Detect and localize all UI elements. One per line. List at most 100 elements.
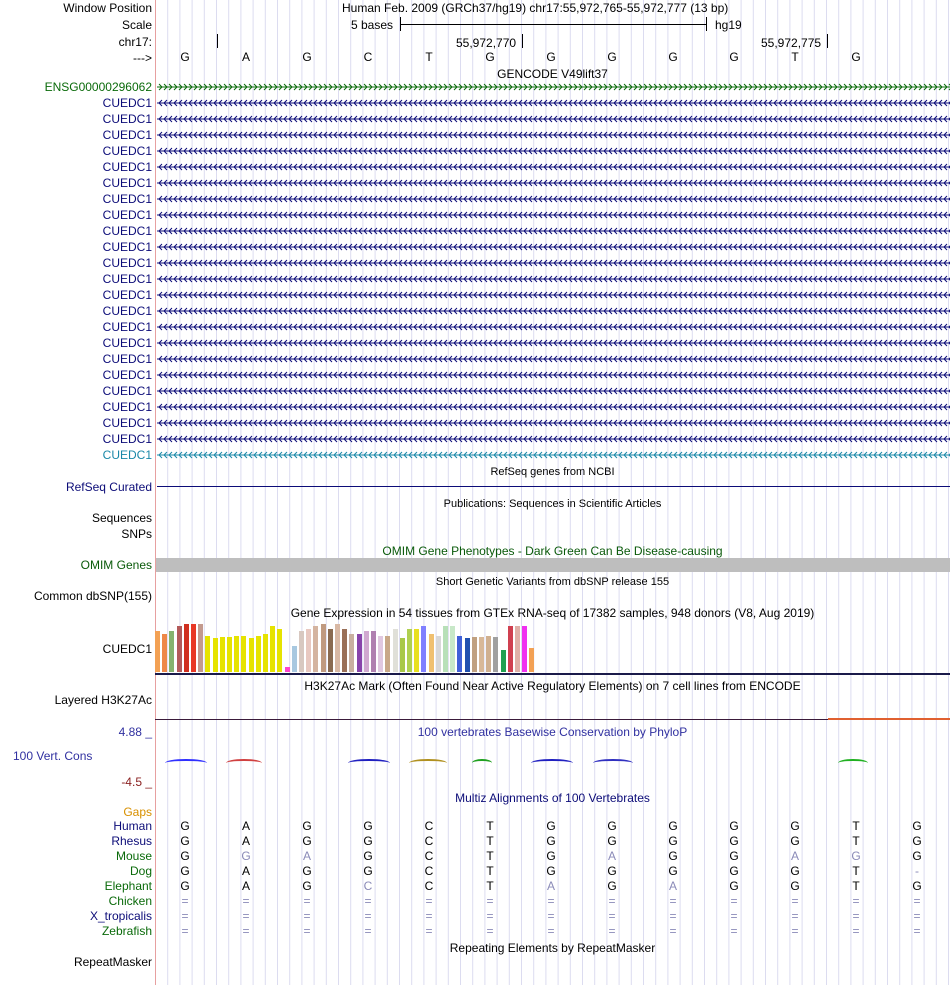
gencode-transcript-label[interactable]: CUEDC1: [102, 320, 152, 334]
gtex-tissue-bar[interactable]: [270, 626, 276, 672]
gtex-tissue-bar[interactable]: [464, 638, 470, 672]
gtex-tissue-bar[interactable]: [241, 636, 247, 672]
gtex-tissue-bar[interactable]: [428, 633, 434, 672]
sequences-label[interactable]: Sequences: [91, 511, 152, 525]
gtex-tissue-bar[interactable]: [219, 637, 225, 672]
species-label[interactable]: Chicken: [108, 894, 152, 908]
gtex-tissue-bar[interactable]: [306, 628, 312, 672]
gtex-tissue-bar[interactable]: [234, 636, 240, 672]
omim-feature-bar[interactable]: [156, 558, 950, 572]
gencode-transcript-label[interactable]: CUEDC1: [102, 288, 152, 302]
gtex-tissue-bar[interactable]: [529, 648, 535, 672]
gtex-tissue-bar[interactable]: [421, 626, 427, 672]
gencode-gene-label[interactable]: ENSG00000296062: [44, 80, 152, 94]
gencode-transcript-label[interactable]: CUEDC1: [102, 240, 152, 254]
gtex-tissue-bar[interactable]: [198, 624, 204, 672]
gtex-tissue-bar[interactable]: [155, 631, 160, 672]
gtex-tissue-bar[interactable]: [507, 626, 513, 672]
gencode-transcript-label[interactable]: CUEDC1: [102, 400, 152, 414]
gtex-tissue-bar[interactable]: [378, 636, 384, 672]
gtex-tissue-bar[interactable]: [356, 633, 362, 672]
snps-label[interactable]: SNPs: [121, 527, 152, 541]
gtex-bar-chart[interactable]: [155, 622, 555, 672]
gencode-transcript-label[interactable]: CUEDC1: [102, 176, 152, 190]
gtex-tissue-bar[interactable]: [450, 626, 456, 672]
gtex-tissue-bar[interactable]: [313, 626, 319, 672]
gencode-transcript-label[interactable]: CUEDC1: [102, 112, 152, 126]
gencode-transcript-label[interactable]: CUEDC1: [102, 144, 152, 158]
aligned-base: G: [180, 819, 190, 833]
gtex-tissue-bar[interactable]: [176, 626, 182, 672]
gtex-tissue-bar[interactable]: [335, 624, 340, 672]
repeatmasker-track-label[interactable]: RepeatMasker: [73, 955, 152, 969]
gencode-transcript-label[interactable]: CUEDC1: [102, 160, 152, 174]
gtex-tissue-bar[interactable]: [162, 633, 168, 672]
gtex-tissue-bar[interactable]: [227, 637, 232, 672]
gtex-tissue-bar[interactable]: [169, 631, 175, 672]
gtex-tissue-bar[interactable]: [407, 628, 412, 672]
species-label[interactable]: X_tropicalis: [89, 909, 152, 923]
scale-bar-text: 5 bases: [351, 18, 394, 32]
gencode-transcript-label[interactable]: CUEDC1: [102, 416, 152, 430]
gencode-transcript-label[interactable]: CUEDC1: [102, 304, 152, 318]
gencode-transcript-label[interactable]: CUEDC1: [102, 224, 152, 238]
gtex-tissue-bar[interactable]: [255, 636, 261, 672]
gtex-tissue-bar[interactable]: [515, 626, 520, 672]
conservation-track-label[interactable]: 100 Vert. Cons: [13, 749, 93, 763]
gtex-tissue-bar[interactable]: [493, 637, 499, 672]
gtex-tissue-bar[interactable]: [248, 638, 254, 672]
gtex-tissue-bar[interactable]: [205, 636, 211, 672]
gencode-transcript-label[interactable]: CUEDC1: [102, 352, 152, 366]
gtex-tissue-bar[interactable]: [457, 636, 463, 672]
gtex-tissue-bar[interactable]: [263, 633, 268, 672]
gencode-transcript-label[interactable]: CUEDC1: [102, 208, 152, 222]
gencode-transcript-label[interactable]: CUEDC1: [102, 384, 152, 398]
gtex-tissue-bar[interactable]: [284, 667, 290, 672]
gtex-tissue-bar[interactable]: [371, 631, 376, 672]
species-label[interactable]: Rhesus: [111, 834, 152, 848]
refseq-gene-line[interactable]: [157, 486, 950, 487]
gtex-tissue-bar[interactable]: [291, 645, 297, 672]
gencode-transcript-label[interactable]: CUEDC1: [102, 192, 152, 206]
dbsnp-track-label[interactable]: Common dbSNP(155): [33, 589, 152, 603]
h3k27ac-track-label[interactable]: Layered H3K27Ac: [54, 693, 152, 707]
refseq-track-label[interactable]: RefSeq Curated: [65, 480, 152, 494]
gtex-tissue-bar[interactable]: [385, 636, 391, 672]
species-label[interactable]: Zebrafish: [101, 924, 152, 938]
gencode-transcript-label[interactable]: CUEDC1: [102, 368, 152, 382]
gtex-tissue-bar[interactable]: [399, 638, 405, 672]
gencode-transcript-label[interactable]: CUEDC1: [102, 448, 152, 462]
gtex-tissue-bar[interactable]: [363, 631, 369, 672]
gtex-tissue-bar[interactable]: [320, 624, 326, 672]
gencode-transcript-label[interactable]: CUEDC1: [102, 256, 152, 270]
gtex-tissue-bar[interactable]: [277, 628, 283, 672]
species-label[interactable]: Dog: [129, 864, 152, 878]
gtex-tissue-bar[interactable]: [342, 628, 348, 672]
gtex-tissue-bar[interactable]: [327, 628, 333, 672]
species-label[interactable]: Elephant: [104, 879, 152, 893]
species-label[interactable]: Mouse: [115, 849, 152, 863]
gtex-tissue-bar[interactable]: [471, 637, 477, 672]
gtex-tissue-bar[interactable]: [443, 626, 448, 672]
gtex-tissue-bar[interactable]: [212, 638, 218, 672]
gtex-track-label[interactable]: CUEDC1: [102, 642, 152, 656]
gtex-tissue-bar[interactable]: [183, 624, 189, 672]
gtex-tissue-bar[interactable]: [299, 631, 304, 672]
gtex-tissue-bar[interactable]: [479, 637, 484, 672]
gencode-transcript-label[interactable]: CUEDC1: [102, 432, 152, 446]
gencode-transcript-label[interactable]: CUEDC1: [102, 96, 152, 110]
omim-track-label[interactable]: OMIM Genes: [80, 558, 152, 572]
gtex-tissue-bar[interactable]: [486, 636, 492, 672]
gtex-tissue-bar[interactable]: [191, 624, 196, 672]
gtex-tissue-bar[interactable]: [414, 628, 420, 672]
gtex-tissue-bar[interactable]: [500, 650, 506, 672]
gtex-tissue-bar[interactable]: [522, 626, 528, 672]
species-label[interactable]: Human: [113, 819, 152, 833]
gencode-transcript-label[interactable]: CUEDC1: [102, 128, 152, 142]
gtex-tissue-bar[interactable]: [435, 636, 441, 672]
gtex-tissue-bar[interactable]: [349, 633, 355, 672]
gencode-transcript-label[interactable]: CUEDC1: [102, 336, 152, 350]
aligned-base: =: [425, 924, 433, 938]
gencode-transcript-label[interactable]: CUEDC1: [102, 272, 152, 286]
gtex-tissue-bar[interactable]: [392, 628, 398, 672]
